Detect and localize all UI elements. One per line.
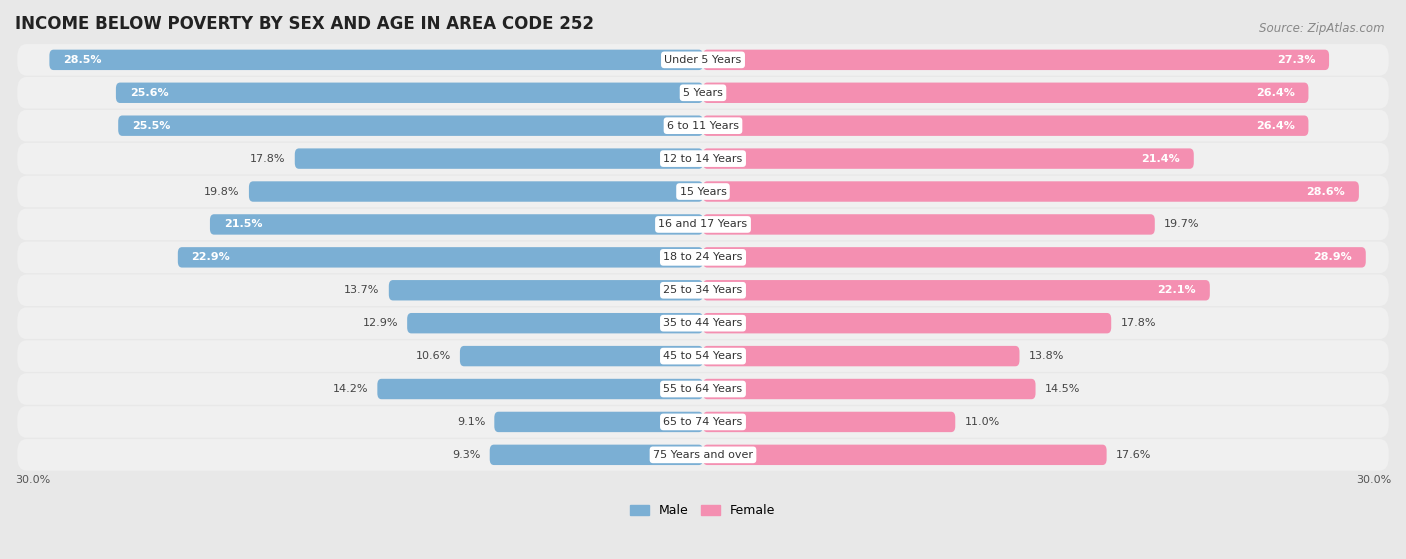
- FancyBboxPatch shape: [703, 313, 1111, 333]
- Text: 17.8%: 17.8%: [250, 154, 285, 164]
- Text: 12.9%: 12.9%: [363, 318, 398, 328]
- FancyBboxPatch shape: [17, 406, 1389, 438]
- FancyBboxPatch shape: [177, 247, 703, 268]
- FancyBboxPatch shape: [17, 439, 1389, 471]
- FancyBboxPatch shape: [408, 313, 703, 333]
- Text: 65 to 74 Years: 65 to 74 Years: [664, 417, 742, 427]
- FancyBboxPatch shape: [115, 83, 703, 103]
- Text: 17.6%: 17.6%: [1116, 450, 1152, 460]
- FancyBboxPatch shape: [17, 209, 1389, 240]
- FancyBboxPatch shape: [17, 77, 1389, 108]
- FancyBboxPatch shape: [118, 116, 703, 136]
- Text: 14.2%: 14.2%: [333, 384, 368, 394]
- FancyBboxPatch shape: [703, 379, 1036, 399]
- Text: 13.8%: 13.8%: [1029, 351, 1064, 361]
- Text: 9.3%: 9.3%: [453, 450, 481, 460]
- FancyBboxPatch shape: [17, 176, 1389, 207]
- FancyBboxPatch shape: [249, 181, 703, 202]
- FancyBboxPatch shape: [377, 379, 703, 399]
- FancyBboxPatch shape: [489, 444, 703, 465]
- FancyBboxPatch shape: [703, 346, 1019, 366]
- Text: 28.9%: 28.9%: [1313, 252, 1353, 262]
- Text: 28.5%: 28.5%: [63, 55, 101, 65]
- Text: 55 to 64 Years: 55 to 64 Years: [664, 384, 742, 394]
- Text: 30.0%: 30.0%: [15, 475, 51, 485]
- Text: 45 to 54 Years: 45 to 54 Years: [664, 351, 742, 361]
- Text: 17.8%: 17.8%: [1121, 318, 1156, 328]
- Text: Under 5 Years: Under 5 Years: [665, 55, 741, 65]
- Text: 5 Years: 5 Years: [683, 88, 723, 98]
- Text: 15 Years: 15 Years: [679, 187, 727, 197]
- FancyBboxPatch shape: [209, 214, 703, 235]
- Text: 21.4%: 21.4%: [1142, 154, 1180, 164]
- FancyBboxPatch shape: [460, 346, 703, 366]
- Text: 12 to 14 Years: 12 to 14 Years: [664, 154, 742, 164]
- FancyBboxPatch shape: [495, 412, 703, 432]
- Text: 16 and 17 Years: 16 and 17 Years: [658, 220, 748, 229]
- Text: 10.6%: 10.6%: [416, 351, 451, 361]
- Text: 21.5%: 21.5%: [224, 220, 262, 229]
- Text: 11.0%: 11.0%: [965, 417, 1000, 427]
- Text: 26.4%: 26.4%: [1256, 88, 1295, 98]
- Text: 30.0%: 30.0%: [1355, 475, 1391, 485]
- FancyBboxPatch shape: [17, 373, 1389, 405]
- FancyBboxPatch shape: [703, 412, 955, 432]
- FancyBboxPatch shape: [17, 110, 1389, 141]
- FancyBboxPatch shape: [703, 214, 1154, 235]
- FancyBboxPatch shape: [49, 50, 703, 70]
- Text: 35 to 44 Years: 35 to 44 Years: [664, 318, 742, 328]
- Text: 28.6%: 28.6%: [1306, 187, 1346, 197]
- Text: 75 Years and over: 75 Years and over: [652, 450, 754, 460]
- Text: 19.7%: 19.7%: [1164, 220, 1199, 229]
- FancyBboxPatch shape: [703, 444, 1107, 465]
- Text: 26.4%: 26.4%: [1256, 121, 1295, 131]
- Text: 25 to 34 Years: 25 to 34 Years: [664, 285, 742, 295]
- FancyBboxPatch shape: [17, 143, 1389, 174]
- FancyBboxPatch shape: [17, 274, 1389, 306]
- Text: Source: ZipAtlas.com: Source: ZipAtlas.com: [1260, 22, 1385, 35]
- Text: 25.6%: 25.6%: [129, 88, 169, 98]
- FancyBboxPatch shape: [703, 116, 1309, 136]
- FancyBboxPatch shape: [17, 44, 1389, 75]
- Text: 18 to 24 Years: 18 to 24 Years: [664, 252, 742, 262]
- FancyBboxPatch shape: [389, 280, 703, 301]
- FancyBboxPatch shape: [703, 148, 1194, 169]
- Text: 22.1%: 22.1%: [1157, 285, 1197, 295]
- Text: 22.9%: 22.9%: [191, 252, 231, 262]
- Text: 27.3%: 27.3%: [1277, 55, 1316, 65]
- Text: 13.7%: 13.7%: [344, 285, 380, 295]
- FancyBboxPatch shape: [295, 148, 703, 169]
- Text: 25.5%: 25.5%: [132, 121, 170, 131]
- FancyBboxPatch shape: [703, 83, 1309, 103]
- Text: INCOME BELOW POVERTY BY SEX AND AGE IN AREA CODE 252: INCOME BELOW POVERTY BY SEX AND AGE IN A…: [15, 15, 593, 33]
- FancyBboxPatch shape: [17, 241, 1389, 273]
- FancyBboxPatch shape: [703, 247, 1365, 268]
- Text: 14.5%: 14.5%: [1045, 384, 1080, 394]
- Text: 19.8%: 19.8%: [204, 187, 240, 197]
- FancyBboxPatch shape: [703, 50, 1329, 70]
- FancyBboxPatch shape: [17, 340, 1389, 372]
- Text: 9.1%: 9.1%: [457, 417, 485, 427]
- Text: 6 to 11 Years: 6 to 11 Years: [666, 121, 740, 131]
- FancyBboxPatch shape: [703, 181, 1358, 202]
- FancyBboxPatch shape: [17, 307, 1389, 339]
- Legend: Male, Female: Male, Female: [626, 499, 780, 522]
- FancyBboxPatch shape: [703, 280, 1209, 301]
